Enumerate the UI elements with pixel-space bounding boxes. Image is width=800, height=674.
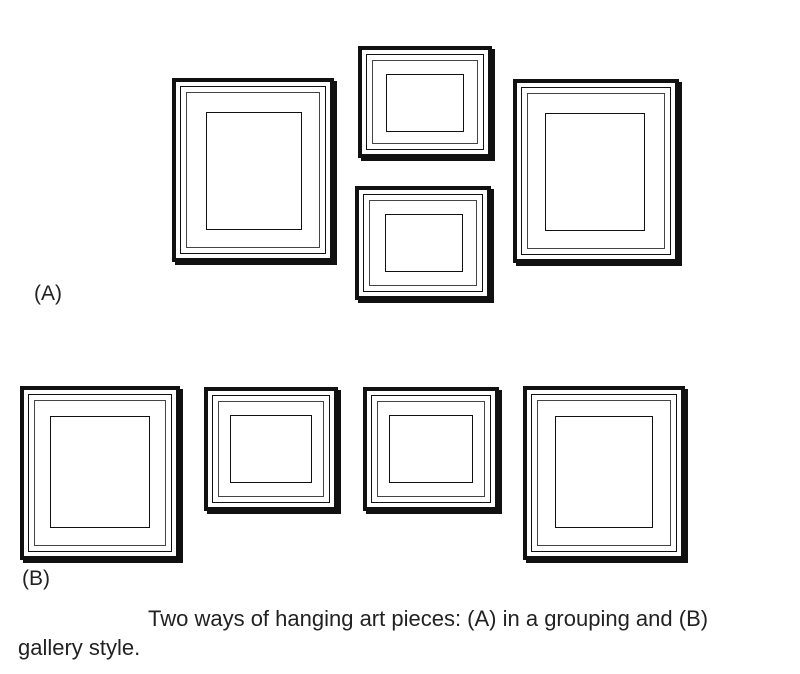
mat-opening (385, 214, 463, 272)
frame-b-4 (523, 386, 685, 560)
figure-caption: Two ways of hanging art pieces: (A) in a… (18, 606, 709, 660)
frame-a-left (172, 78, 334, 262)
mat-opening (389, 415, 473, 483)
frame-b-2 (204, 387, 338, 511)
mat-opening (555, 416, 653, 528)
frame-a-bottom-center (355, 186, 491, 300)
label-a: (A) (34, 282, 62, 305)
label-b: (B) (22, 567, 50, 590)
frame-b-1 (20, 386, 180, 560)
mat-opening (230, 415, 312, 483)
frame-a-right (513, 79, 679, 263)
frame-b-3 (363, 387, 499, 511)
mat-opening (545, 113, 645, 231)
mat-opening (50, 416, 150, 528)
mat-opening (386, 74, 464, 132)
mat-opening (206, 112, 302, 230)
frame-a-top-center (358, 46, 492, 158)
